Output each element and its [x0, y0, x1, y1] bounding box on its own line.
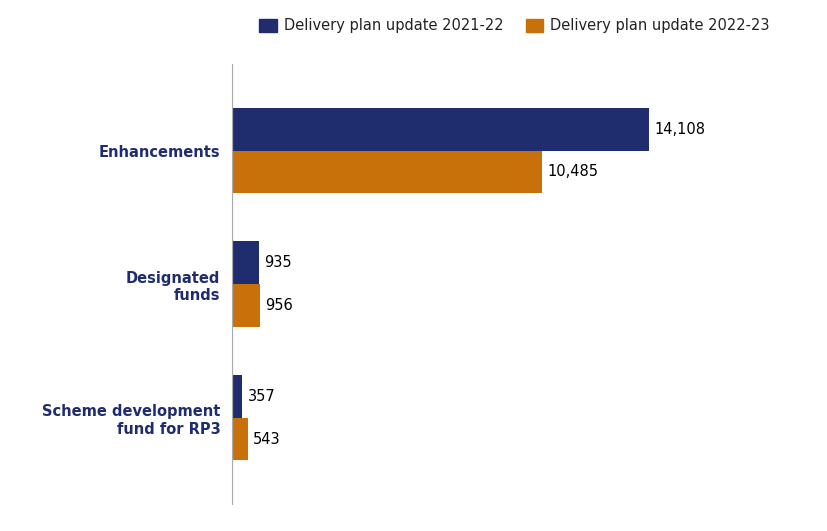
Text: 935: 935 — [265, 255, 292, 270]
Text: 357: 357 — [247, 389, 275, 404]
Text: 10,485: 10,485 — [547, 165, 598, 179]
Bar — [232, 108, 648, 150]
Text: 14,108: 14,108 — [654, 122, 705, 136]
Bar — [232, 242, 259, 284]
Bar — [232, 284, 260, 327]
Bar — [232, 150, 542, 193]
Legend: Delivery plan update 2021-22, Delivery plan update 2022-23: Delivery plan update 2021-22, Delivery p… — [260, 18, 770, 33]
Text: 956: 956 — [265, 298, 293, 313]
Bar — [232, 375, 242, 418]
Bar — [232, 418, 247, 460]
Text: 543: 543 — [253, 432, 280, 447]
